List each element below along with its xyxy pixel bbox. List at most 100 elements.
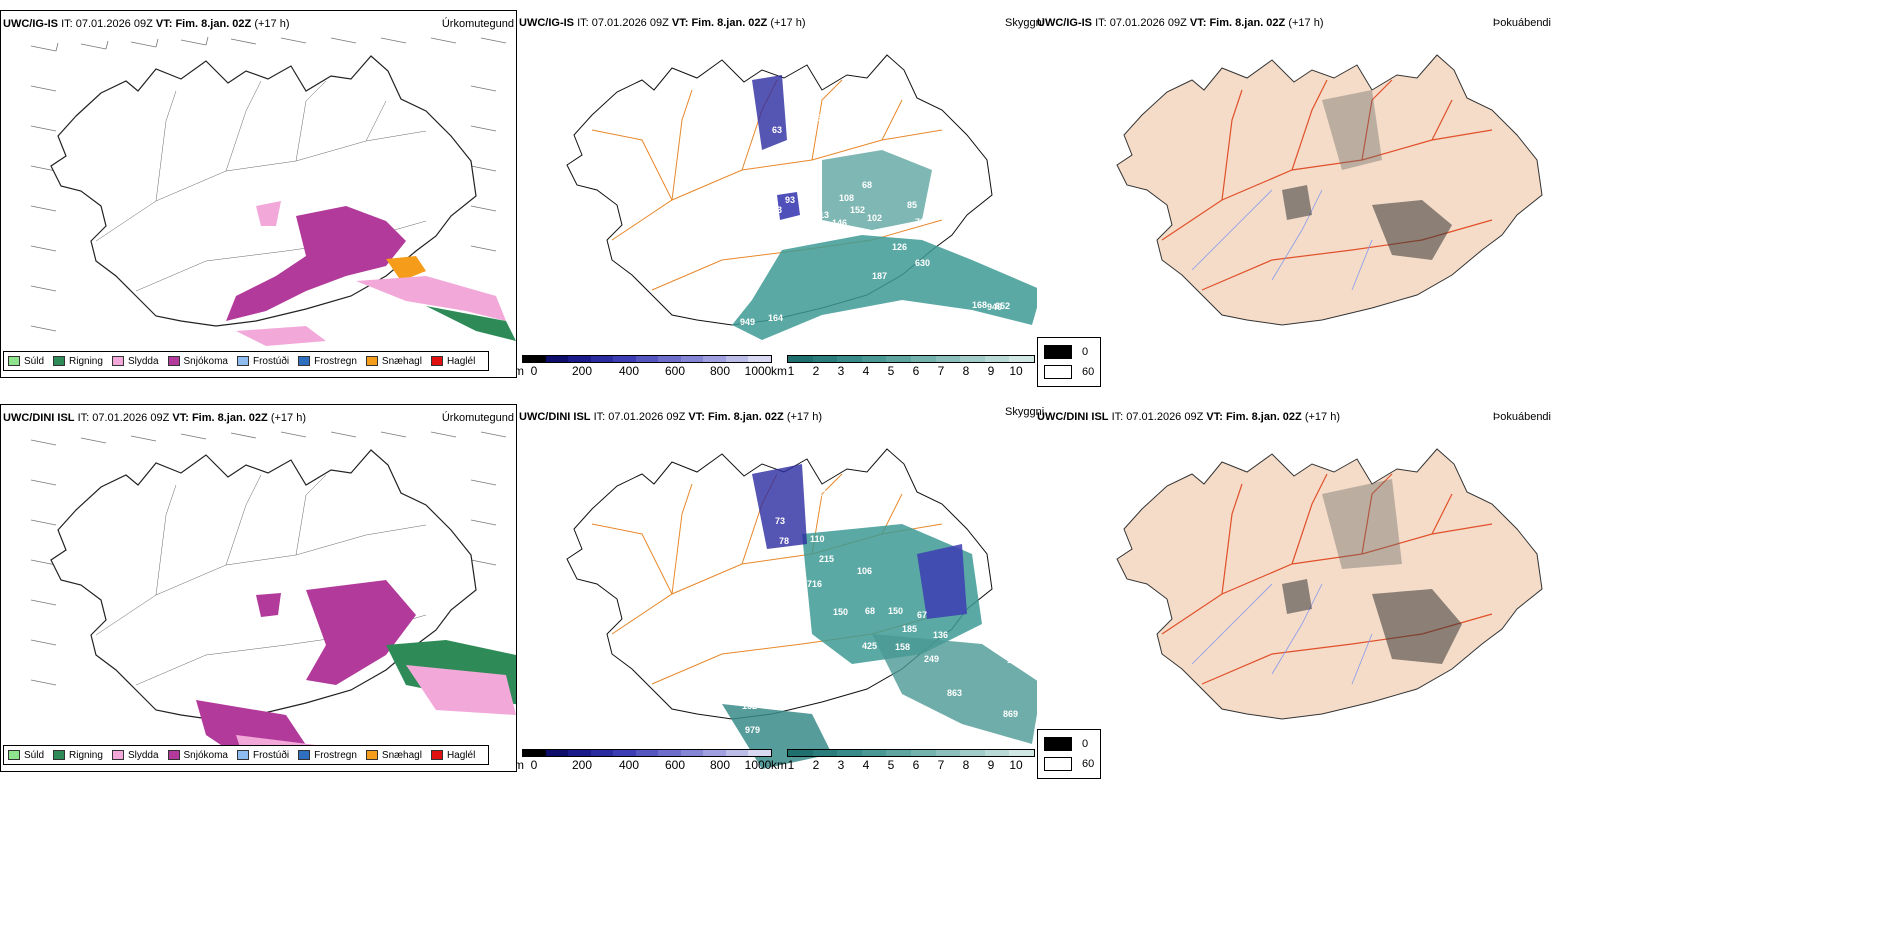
height-label: 979 (745, 725, 761, 735)
precip-areas (226, 201, 516, 346)
tick-label: 0 (530, 364, 538, 378)
height-labels-row1: 93 63 89 116 109 68 93 83 108 213 152 14… (517, 10, 1037, 378)
it-value: 07.01.2026 09Z (92, 412, 170, 424)
tick-label: 400 (618, 364, 640, 378)
height-label: 73 (775, 516, 786, 526)
height-area (917, 544, 967, 619)
it-label: IT: (61, 18, 73, 30)
height-label: 89 (787, 587, 798, 597)
model-name: UWC/DINI ISL (3, 412, 75, 424)
fog-area (1322, 479, 1402, 569)
height-area (752, 75, 787, 150)
legend-item: Rigning (53, 356, 103, 367)
wind-barbs (30, 431, 507, 686)
it-label: IT: (1111, 411, 1124, 423)
height-unit: m (517, 758, 524, 772)
height-colorbar: m 0 200 400 600 800 1000 (517, 355, 772, 378)
height-label: 172 (872, 669, 888, 679)
panel-title: Þokuábendi (1492, 17, 1551, 29)
lead-time: (+17 h) (770, 17, 806, 29)
tick-label: 3 (837, 758, 845, 772)
panel-title: Úrkomutegund (441, 412, 514, 424)
height-label: 102 (867, 213, 883, 223)
it-value: 07.01.2026 09Z (1126, 411, 1204, 423)
height-label: 126 (892, 242, 908, 252)
height-label: 306 (815, 343, 831, 353)
panel-title: Þokuábendi (1492, 411, 1551, 423)
lead-time: (+17 h) (786, 411, 822, 423)
legend-item: Rigning (53, 750, 103, 761)
legend-item: 60 (1044, 362, 1094, 382)
height-label: 73 (915, 217, 926, 227)
it-value: 07.01.2026 09Z (608, 411, 686, 423)
height-label: 652 (995, 301, 1011, 311)
it-label: IT: (1095, 17, 1107, 29)
model-name: UWC/IG-IS (519, 17, 574, 29)
legend-item: Slydda (111, 356, 159, 367)
height-label: 949 (740, 317, 756, 327)
tick-label: 800 (709, 758, 731, 772)
tick-label: 8 (962, 758, 970, 772)
vt-value: Fim. 8.jan. 02Z (1225, 411, 1302, 423)
legend-item: Súld (8, 750, 44, 761)
visibility-colorbar: km 1 2 3 4 5 6 7 8 9 10 (771, 355, 1035, 378)
panel-title-cloud: Skyggni (1005, 406, 1045, 418)
height-label: 152 (850, 205, 866, 215)
tick-label: 1 (787, 758, 795, 772)
tick-label: 3 (837, 364, 845, 378)
legend-item: Frostúði (236, 750, 289, 761)
precip-map (30, 36, 516, 346)
height-label: 138 (1007, 655, 1023, 665)
height-label: 158 (895, 642, 911, 652)
tick-label: 200 (571, 364, 593, 378)
tick-label: 600 (664, 758, 686, 772)
panel-title-cloud: Skyggni (1005, 17, 1045, 29)
tick-label: 400 (618, 758, 640, 772)
height-label: 152 (742, 701, 758, 711)
tick-label: 6 (912, 758, 920, 772)
precip-legend: Súld Rigning Slydda Snjókoma Frostúði Fr… (3, 745, 490, 765)
panel-header: UWC/DINI ISL IT: 07.01.2026 09Z VT: Fim.… (1037, 411, 1340, 423)
legend-item: Frostregn (298, 750, 357, 761)
panel-header: UWC/IG-IS IT: 07.01.2026 09Z VT: Fim. 8.… (3, 18, 290, 30)
height-label: 150 (833, 607, 849, 617)
legend-item: Snjókoma (167, 750, 228, 761)
tick-label: 8 (962, 364, 970, 378)
vt-value: Fim. 8.jan. 02Z (1209, 17, 1286, 29)
height-label: 249 (924, 654, 940, 664)
fog-panel-row2: UWC/DINI ISL IT: 07.01.2026 09Z VT: Fim.… (1037, 404, 1557, 772)
legend-item: 0 (1044, 734, 1094, 754)
panel-header: UWC/IG-IS IT: 07.01.2026 09Z VT: Fim. 8.… (1037, 17, 1324, 29)
legend-item: Haglél (430, 750, 475, 761)
fog-panel-row1: UWC/IG-IS IT: 07.01.2026 09Z VT: Fim. 8.… (1037, 10, 1557, 378)
it-value: 07.01.2026 09Z (1109, 17, 1187, 29)
height-label: 78 (779, 536, 790, 546)
height-label: 136 (933, 630, 949, 640)
tick-label: 0 (530, 758, 538, 772)
lead-time: (+17 h) (254, 18, 290, 30)
height-label: 68 (865, 606, 876, 616)
legend-item: Haglél (430, 356, 475, 367)
height-label: 150 (888, 606, 904, 616)
legend-item: 60 (1044, 754, 1094, 774)
vt-label: VT: (1189, 17, 1207, 29)
legend-item: 0 (1044, 342, 1094, 362)
model-name: UWC/DINI ISL (519, 411, 591, 423)
height-label: 93 (812, 113, 823, 123)
tick-label: 10 (1009, 364, 1023, 378)
height-label: 11 (935, 207, 945, 217)
height-label: 213 (814, 210, 830, 220)
model-name: UWC/IG-IS (1037, 17, 1092, 29)
tick-label: 9 (987, 758, 995, 772)
tick-label: 6 (912, 364, 920, 378)
tick-label: 1 (787, 364, 795, 378)
fog-map (1116, 54, 1543, 326)
height-label: 89 (797, 130, 808, 140)
tick-label: 600 (664, 364, 686, 378)
cloud-legend-row2: 0 60 (1037, 729, 1102, 779)
height-label: 866 (857, 322, 873, 332)
height-colorbar: m 0 200 400 600 800 1000 (517, 749, 772, 772)
it-value: 07.01.2026 09Z (591, 17, 669, 29)
height-label: 716 (807, 579, 823, 589)
rivers (1191, 189, 1373, 291)
